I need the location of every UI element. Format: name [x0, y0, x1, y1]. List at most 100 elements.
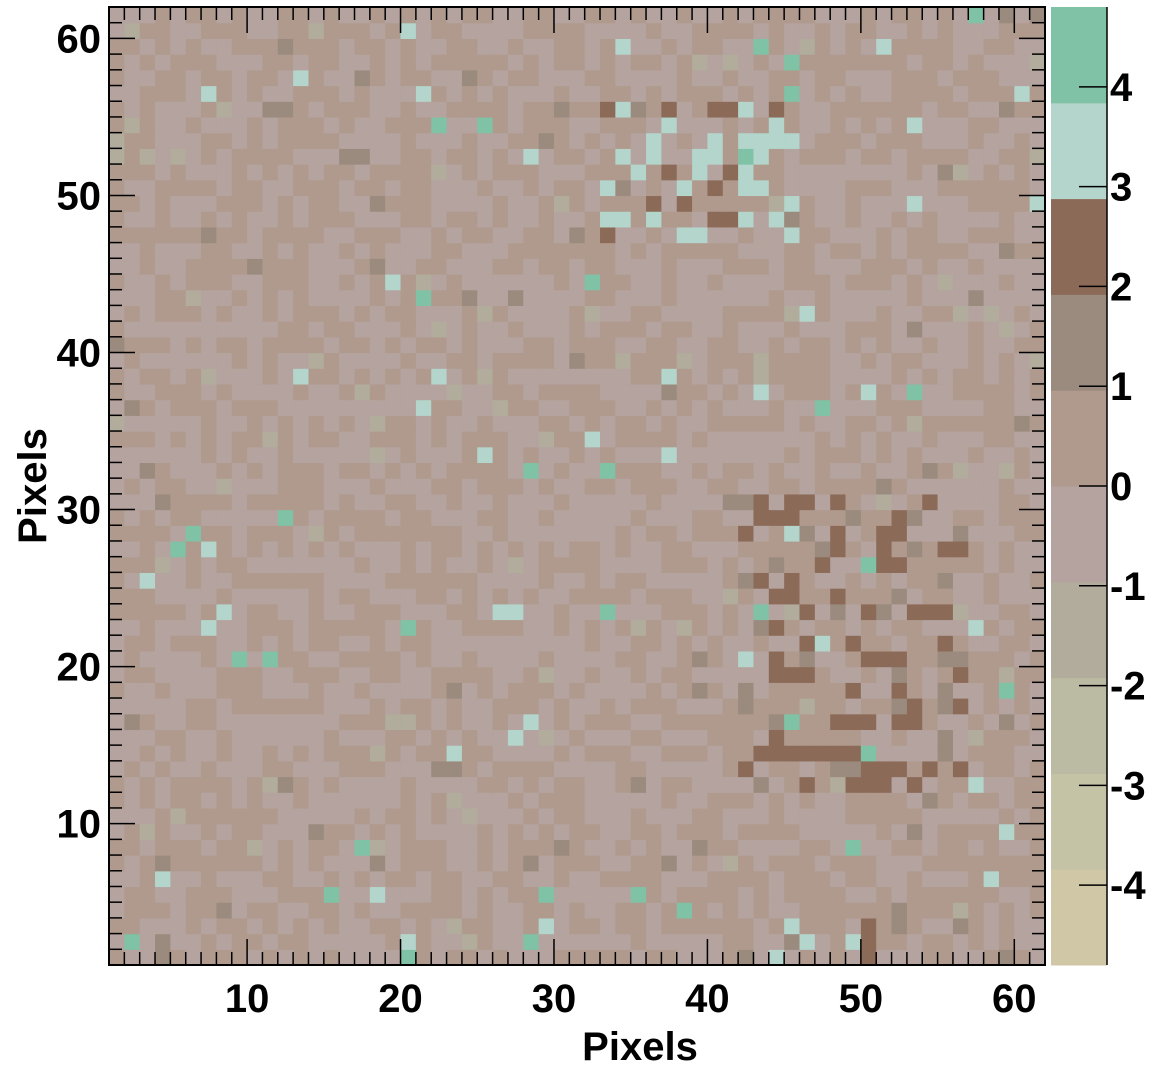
heatmap-cell — [354, 7, 371, 24]
heatmap-cell — [492, 195, 509, 212]
heatmap-cell — [1029, 556, 1046, 573]
heatmap-cell — [553, 807, 570, 825]
heatmap-cell — [876, 164, 893, 181]
heatmap-cell — [216, 415, 233, 432]
heatmap-cell — [891, 682, 908, 699]
heatmap-cell — [293, 85, 310, 102]
heatmap-cell — [998, 415, 1015, 432]
heatmap-cell — [845, 22, 862, 39]
heatmap-cell — [507, 933, 524, 950]
heatmap-cell — [814, 462, 831, 479]
heatmap-cell — [1014, 462, 1031, 479]
heatmap-cell — [185, 933, 202, 950]
heatmap-cell — [784, 745, 801, 762]
heatmap-cell — [922, 572, 939, 589]
heatmap-cell — [139, 807, 156, 825]
heatmap-cell — [431, 321, 448, 338]
heatmap-cell — [661, 85, 678, 102]
heatmap-cell — [400, 509, 417, 526]
heatmap-cell — [538, 383, 555, 401]
heatmap-cell — [216, 698, 233, 715]
heatmap-cell — [922, 305, 939, 322]
heatmap-cell — [722, 38, 739, 55]
heatmap-cell — [722, 807, 739, 825]
heatmap-cell — [247, 336, 264, 354]
heatmap-cell — [876, 886, 893, 903]
colorbar-tick-label: 0 — [1110, 465, 1132, 509]
heatmap-cell — [231, 525, 248, 542]
heatmap-cell — [354, 148, 371, 165]
heatmap-cell — [323, 69, 340, 87]
heatmap-cell — [124, 682, 141, 699]
heatmap-cell — [369, 493, 386, 511]
heatmap-cell — [262, 556, 279, 573]
heatmap-cell — [262, 148, 279, 165]
heatmap-cell — [323, 289, 340, 306]
heatmap-cell — [185, 792, 202, 809]
heatmap-cell — [753, 635, 770, 652]
heatmap-cell — [799, 368, 816, 385]
heatmap-cell — [109, 211, 125, 228]
heatmap-cell — [369, 650, 386, 668]
heatmap-cell — [262, 116, 279, 134]
heatmap-cell — [538, 902, 555, 919]
heatmap-cell — [461, 352, 478, 369]
heatmap-cell — [538, 525, 555, 542]
heatmap-cell — [615, 7, 632, 24]
heatmap-cell — [339, 273, 356, 291]
heatmap-cell — [492, 917, 509, 935]
heatmap-cell — [952, 321, 969, 338]
heatmap-cell — [891, 619, 908, 636]
heatmap-cell — [722, 383, 739, 401]
heatmap-cell — [538, 917, 555, 935]
heatmap-cell — [247, 352, 264, 369]
heatmap-cell — [998, 870, 1015, 888]
heatmap-cell — [354, 729, 371, 746]
heatmap-cell — [139, 760, 156, 778]
heatmap-cell — [814, 195, 831, 212]
heatmap-cell — [584, 54, 601, 71]
heatmap-cell — [707, 698, 724, 715]
heatmap-cell — [216, 729, 233, 746]
heatmap-cell — [799, 917, 816, 935]
heatmap-cell — [1014, 69, 1031, 87]
heatmap-cell — [262, 54, 279, 71]
heatmap-cell — [385, 698, 402, 715]
heatmap-cell — [216, 22, 233, 39]
heatmap-cell — [1029, 211, 1046, 228]
heatmap-cell — [906, 321, 923, 338]
heatmap-cell — [692, 540, 709, 558]
heatmap-cell — [553, 195, 570, 212]
heatmap-cell — [553, 462, 570, 479]
heatmap-cell — [876, 509, 893, 526]
heatmap-cell — [231, 698, 248, 715]
heatmap-cell — [293, 650, 310, 668]
heatmap-cell — [354, 336, 371, 354]
heatmap-cell — [523, 164, 540, 181]
heatmap-cell — [446, 682, 463, 699]
heatmap-cell — [339, 226, 356, 244]
y-tick-label: 50 — [57, 174, 102, 218]
heatmap-cell — [814, 933, 831, 950]
heatmap-cell — [231, 101, 248, 118]
heatmap-cell — [431, 729, 448, 746]
heatmap-cell — [262, 242, 279, 259]
heatmap-cell — [600, 22, 616, 39]
heatmap-cell — [385, 933, 402, 950]
heatmap-cell — [339, 101, 356, 118]
heatmap-cell — [415, 902, 432, 919]
heatmap-cell — [415, 101, 432, 118]
heatmap-cell — [1014, 839, 1031, 856]
heatmap-cell — [768, 729, 785, 746]
heatmap-cell — [339, 368, 356, 385]
heatmap-cell — [569, 211, 586, 228]
heatmap-cell — [661, 917, 678, 935]
heatmap-cell — [830, 211, 847, 228]
heatmap-cell — [109, 792, 125, 809]
heatmap-cell — [247, 933, 264, 950]
heatmap-cell — [415, 22, 432, 39]
heatmap-cell — [738, 431, 755, 448]
heatmap-cell — [692, 682, 709, 699]
heatmap-cell — [584, 902, 601, 919]
heatmap-cell — [768, 195, 785, 212]
